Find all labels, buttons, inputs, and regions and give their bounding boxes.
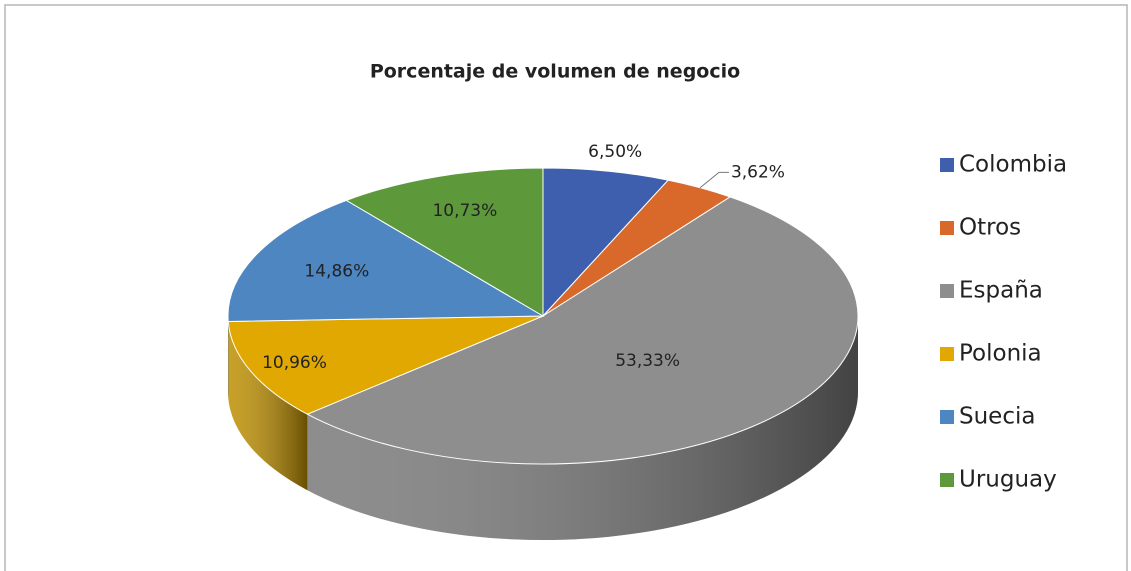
slice-side-shade <box>228 321 308 491</box>
legend-swatch <box>940 284 954 298</box>
legend-swatch <box>940 221 954 235</box>
data-label: 10,73% <box>432 201 497 221</box>
slice-side-shade <box>307 316 858 540</box>
legend-swatch <box>940 410 954 424</box>
leader-line <box>699 171 729 189</box>
data-label: 14,86% <box>304 262 369 282</box>
legend-label: Uruguay <box>959 467 1057 493</box>
slice <box>227 315 544 415</box>
legend-label: Otros <box>959 215 1021 241</box>
legend-label: Colombia <box>959 152 1067 178</box>
legend-swatch <box>940 473 954 487</box>
data-label: 10,96% <box>262 353 327 373</box>
slice <box>345 167 544 317</box>
data-label: 6,50% <box>588 142 642 162</box>
slice <box>542 167 670 318</box>
legend-label: España <box>959 278 1043 304</box>
chart-frame <box>4 4 1128 571</box>
slice <box>306 196 859 465</box>
legend-swatch <box>940 158 954 172</box>
legend-label: Polonia <box>959 341 1042 367</box>
pie: 6,50% 3,62% 53,33% 10,96% 14,86% 10,73% <box>227 142 859 540</box>
legend-swatch <box>940 347 954 361</box>
data-label: 3,62% <box>731 162 785 182</box>
legend: Colombia Otros España Polonia Suecia Uruguay <box>940 152 1067 493</box>
chart-title: Porcentaje de volumen de negocio <box>370 61 740 83</box>
data-label: 53,33% <box>615 351 680 371</box>
slice <box>227 199 545 322</box>
legend-label: Suecia <box>959 404 1035 430</box>
